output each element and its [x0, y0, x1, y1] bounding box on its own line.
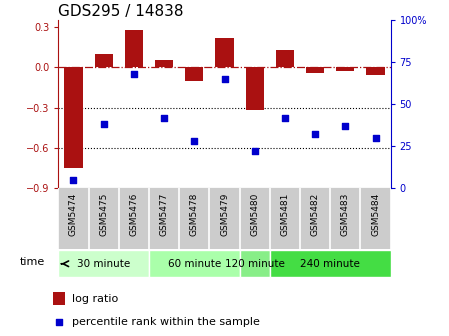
Text: GSM5475: GSM5475	[99, 193, 108, 236]
Text: percentile rank within the sample: percentile rank within the sample	[72, 317, 260, 327]
Bar	[64, 67, 83, 168]
Text: GSM5477: GSM5477	[159, 193, 168, 236]
Text: 30 minute: 30 minute	[77, 259, 130, 269]
Text: GSM5483: GSM5483	[341, 193, 350, 236]
Point	[372, 135, 379, 140]
Point	[221, 76, 228, 82]
Text: 240 minute: 240 minute	[300, 259, 360, 269]
Text: GSM5480: GSM5480	[250, 193, 259, 236]
Bar	[149, 250, 240, 278]
Point	[160, 115, 167, 120]
Text: GSM5484: GSM5484	[371, 193, 380, 236]
Text: GSM5479: GSM5479	[220, 193, 229, 236]
Bar	[336, 67, 354, 71]
Point	[70, 177, 77, 182]
Bar	[246, 67, 264, 110]
Bar	[58, 250, 149, 278]
Text: GDS295 / 14838: GDS295 / 14838	[58, 4, 184, 19]
Text: GSM5476: GSM5476	[129, 193, 138, 236]
Text: GSM5481: GSM5481	[281, 193, 290, 236]
Bar	[270, 250, 391, 278]
Bar	[240, 250, 270, 278]
Bar	[185, 67, 203, 81]
Bar	[216, 38, 233, 67]
Text: log ratio: log ratio	[72, 294, 119, 304]
Text: time: time	[20, 257, 45, 267]
Point	[251, 149, 258, 154]
Point	[191, 138, 198, 144]
Bar	[366, 67, 385, 75]
Text: GSM5478: GSM5478	[190, 193, 199, 236]
Text: 60 minute: 60 minute	[167, 259, 221, 269]
Bar	[125, 30, 143, 67]
Text: GSM5482: GSM5482	[311, 193, 320, 236]
Point	[100, 122, 107, 127]
Bar	[53, 292, 65, 305]
Bar	[276, 50, 294, 67]
Bar	[95, 54, 113, 67]
Bar	[306, 67, 324, 73]
Point	[342, 123, 349, 129]
Bar	[155, 60, 173, 67]
Point	[310, 212, 317, 218]
Point	[130, 71, 137, 77]
Text: 120 minute: 120 minute	[225, 259, 285, 269]
Text: GSM5474: GSM5474	[69, 193, 78, 236]
Point	[282, 115, 289, 120]
Point	[312, 132, 319, 137]
